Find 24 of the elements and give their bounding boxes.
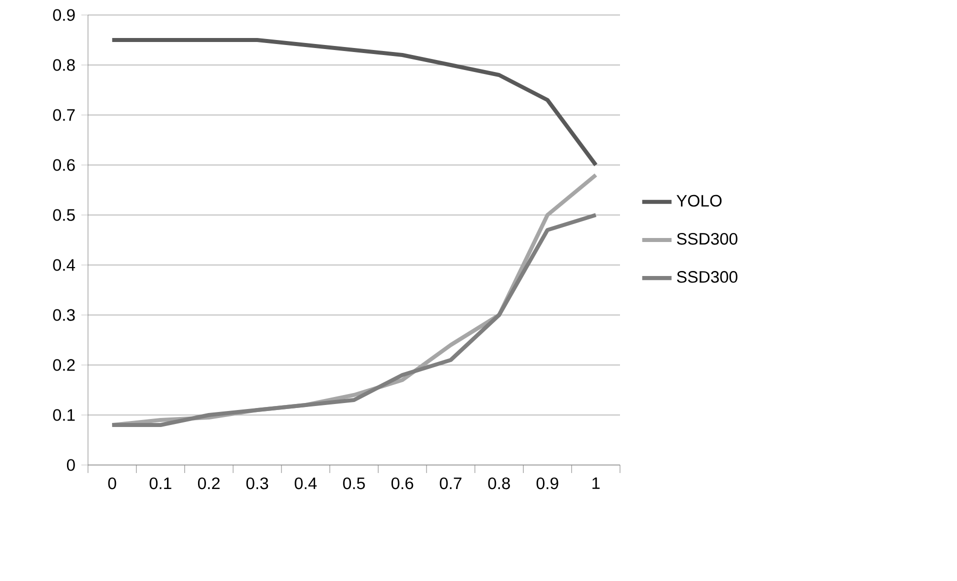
y-tick-label: 0.3 <box>53 309 75 321</box>
y-tick-label: 0.4 <box>53 259 76 271</box>
x-tick-label: 0.8 <box>488 477 510 490</box>
x-tick-label: 0.9 <box>536 477 558 490</box>
y-tick-label: 0.7 <box>53 109 75 121</box>
y-tick-label: 0.1 <box>53 409 75 421</box>
x-tick-label: 0.4 <box>294 477 317 490</box>
x-tick-label: 0 <box>108 477 116 490</box>
x-tick-label: 0.7 <box>440 477 462 490</box>
legend-label: YOLO <box>676 194 722 207</box>
x-tick-label: 0.1 <box>150 477 172 490</box>
y-tick-label: 0.9 <box>53 9 75 21</box>
x-tick-label: 1 <box>592 477 600 489</box>
y-tick-label: 0 <box>66 459 75 471</box>
y-tick-label: 0.5 <box>53 209 75 221</box>
x-tick-label: 0.2 <box>198 477 220 490</box>
y-tick-label: 0.8 <box>53 59 75 71</box>
x-tick-label: 0.6 <box>391 477 414 490</box>
y-tick-label: 0.2 <box>53 359 75 371</box>
legend-label: SSD300 <box>676 271 738 283</box>
x-tick-label: 0.5 <box>343 477 365 490</box>
y-tick-label: 0.6 <box>53 159 75 171</box>
x-tick-label: 0.3 <box>246 477 268 490</box>
legend-label: SSD300 <box>676 232 738 245</box>
